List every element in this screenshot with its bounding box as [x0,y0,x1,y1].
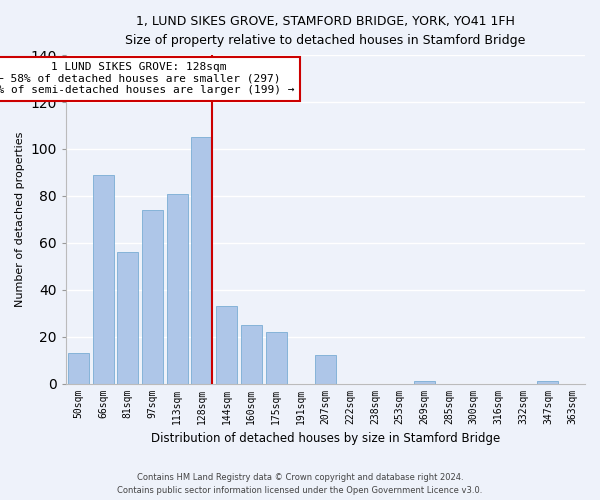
Bar [241,325,262,384]
Bar [167,194,188,384]
Text: 1 LUND SIKES GROVE: 128sqm
← 58% of detached houses are smaller (297)
39% of sem: 1 LUND SIKES GROVE: 128sqm ← 58% of deta… [0,62,295,96]
Y-axis label: Number of detached properties: Number of detached properties [15,132,25,307]
X-axis label: Distribution of detached houses by size in Stamford Bridge: Distribution of detached houses by size … [151,432,500,445]
Text: Contains HM Land Registry data © Crown copyright and database right 2024.
Contai: Contains HM Land Registry data © Crown c… [118,474,482,495]
Bar [414,381,435,384]
Bar [266,332,287,384]
Bar [538,381,559,384]
Bar [117,252,138,384]
Bar [142,210,163,384]
Bar [216,306,237,384]
Title: 1, LUND SIKES GROVE, STAMFORD BRIDGE, YORK, YO41 1FH
Size of property relative t: 1, LUND SIKES GROVE, STAMFORD BRIDGE, YO… [125,15,526,47]
Bar [191,137,212,384]
Bar [315,356,336,384]
Bar [68,353,89,384]
Bar [92,175,113,384]
